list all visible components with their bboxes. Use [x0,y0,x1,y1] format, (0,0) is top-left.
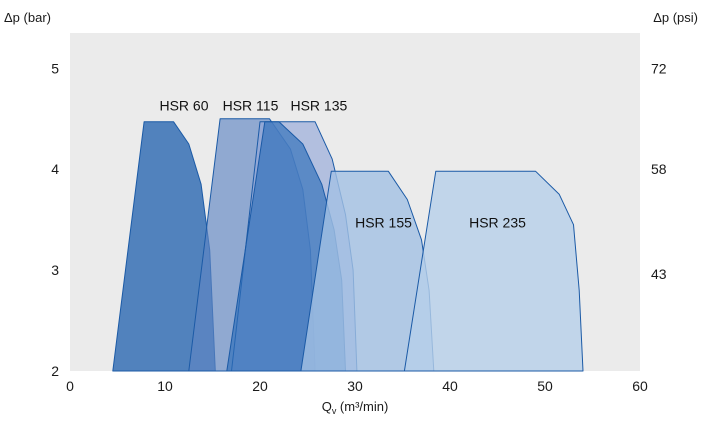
series-label-hsr-135: HSR 135 [290,98,347,114]
x-axis-label-main: Q [322,399,332,414]
x-tick-label-40: 40 [442,378,458,394]
x-tick-label-10: 10 [157,378,173,394]
y-axis-label-left: Δp (bar) [4,10,51,25]
y-tick-label-3: 3 [51,262,59,278]
series-label-hsr-60: HSR 60 [159,98,208,114]
x-axis-label-subscript: v [332,406,337,416]
series-layer [112,118,584,372]
y-right-tick-label-43: 43 [651,266,667,282]
tick-layer: 0 10 20 30 40 50 60 2 3 4 5 72 58 43 [51,60,667,394]
y-tick-label-2: 2 [51,363,59,379]
x-tick-label-20: 20 [252,378,268,394]
x-tick-label-30: 30 [347,378,363,394]
series-label-layer: HSR 60 HSR 115 HSR 135 HSR 155 HSR 235 [159,98,526,231]
series-label-hsr-235: HSR 235 [469,215,526,231]
x-tick-label-50: 50 [537,378,553,394]
x-axis-label-unit: (m³/min) [336,399,388,414]
series-label-hsr-155: HSR 155 [355,215,412,231]
y-right-tick-label-72: 72 [651,60,667,76]
y-tick-label-5: 5 [51,60,59,76]
x-tick-label-0: 0 [66,378,74,394]
x-tick-label-60: 60 [632,378,648,394]
y-axis-label-right: Δp (psi) [653,10,698,25]
y-right-tick-label-58: 58 [651,161,667,177]
series-area-hsr-235 [403,170,584,372]
y-tick-label-4: 4 [51,161,59,177]
series-label-hsr-115: HSR 115 [223,98,279,114]
x-axis-label: Qv (m³/min) [322,399,389,416]
